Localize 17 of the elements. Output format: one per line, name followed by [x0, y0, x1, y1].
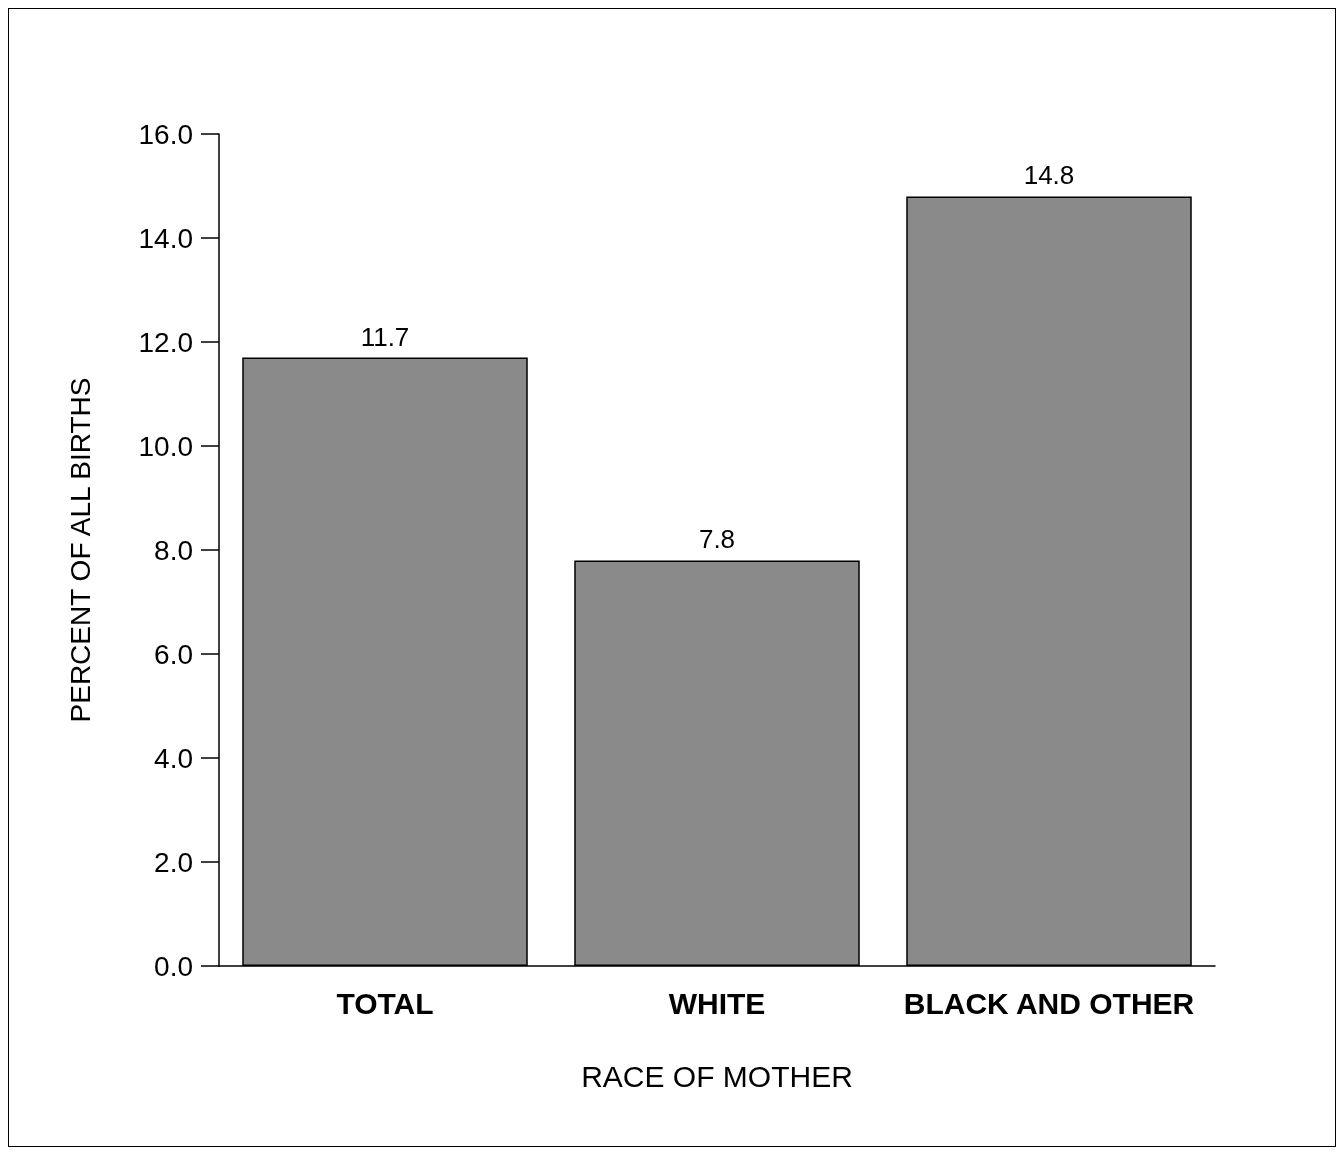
y-tick-label: 12.0	[138, 326, 193, 358]
data-label: 7.8	[698, 524, 736, 555]
y-tick-label: 0.0	[154, 950, 193, 982]
y-tick-label: 8.0	[154, 534, 193, 566]
y-tick-label: 2.0	[154, 846, 193, 878]
y-tick-label: 4.0	[154, 742, 193, 774]
y-tick-label: 16.0	[138, 118, 193, 150]
y-axis-title: PERCENT OF ALL BIRTHS	[64, 377, 96, 723]
y-tick-label: 6.0	[154, 638, 193, 670]
y-tick-label: 10.0	[138, 430, 193, 462]
y-tick-label: 14.0	[138, 222, 193, 254]
x-tick-label: BLACK AND OTHER	[903, 986, 1195, 1020]
data-label: 11.7	[360, 321, 410, 352]
data-label: 14.8	[1023, 160, 1075, 191]
x-tick-label: WHITE	[668, 986, 766, 1020]
x-axis-title: RACE OF MOTHER	[581, 1059, 853, 1093]
x-tick-label: TOTAL	[336, 986, 434, 1020]
